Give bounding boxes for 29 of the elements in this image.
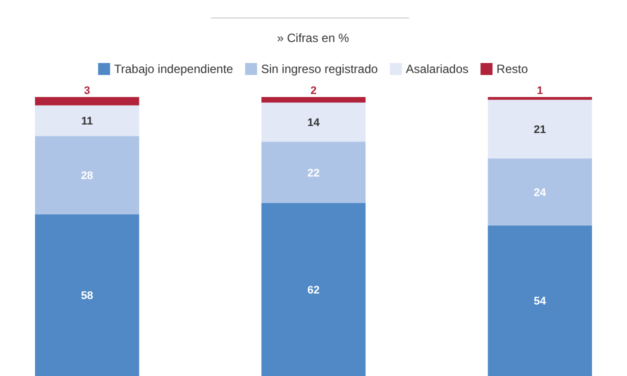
data-label: 1: [536, 85, 543, 97]
chart-subtitle: » Cifras en %: [276, 31, 350, 45]
legend-label: Resto: [496, 62, 528, 76]
bar: [261, 97, 366, 103]
bar: [35, 105, 140, 136]
bar: [35, 136, 140, 214]
legend-label: Trabajo independiente: [114, 62, 234, 76]
bar: [488, 158, 592, 226]
data-label: 22: [307, 167, 320, 180]
bar: [488, 100, 592, 158]
bar: [261, 203, 366, 376]
bar: [488, 97, 592, 100]
legend-label: Asalariados: [406, 62, 469, 76]
legend-label: Sin ingreso registrado: [261, 62, 378, 76]
data-label: 3: [84, 85, 90, 97]
data-label: 54: [534, 296, 547, 308]
bar: [35, 214, 140, 376]
data-label: 28: [80, 170, 94, 182]
data-label: 21: [534, 124, 546, 136]
data-label: 2: [310, 85, 317, 97]
bar: [35, 97, 140, 106]
data-label: 14: [307, 117, 320, 130]
bar: [261, 142, 366, 204]
data-label: 24: [534, 186, 547, 199]
bar: [488, 225, 592, 376]
data-label: 62: [307, 284, 320, 297]
bar: [261, 102, 366, 142]
data-label: 58: [80, 290, 94, 302]
data-label: 11: [81, 116, 93, 128]
